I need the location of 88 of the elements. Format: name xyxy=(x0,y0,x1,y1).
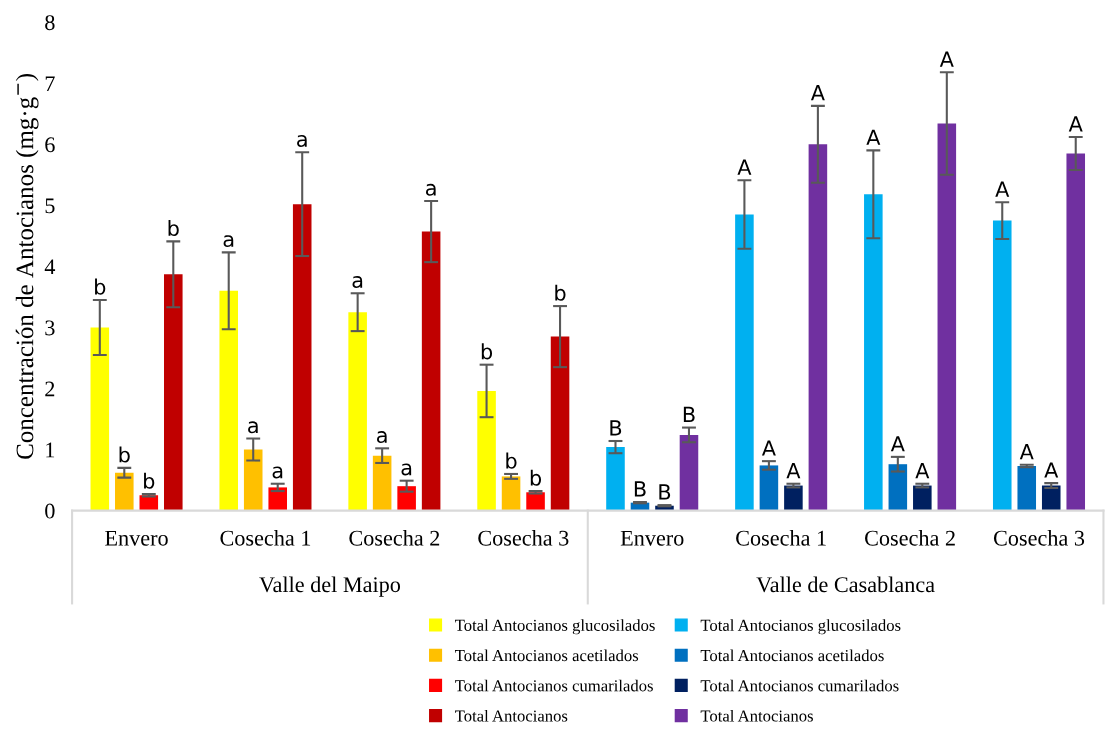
x-tick-label: Cosecha 2 xyxy=(349,530,440,546)
y-tick-label: 1 xyxy=(46,442,55,458)
bar xyxy=(735,214,754,511)
data-label: a xyxy=(248,421,258,434)
bar xyxy=(292,204,312,511)
data-label: a xyxy=(272,466,283,479)
bar xyxy=(348,312,367,511)
legend-label: Total Antocianos glucosilados xyxy=(700,619,901,635)
legend-label: Total Antocianos glucosilados xyxy=(455,619,655,635)
bar xyxy=(888,464,908,511)
data-label: a xyxy=(377,431,387,444)
bar xyxy=(992,220,1012,511)
data-label: A xyxy=(995,181,1010,197)
data-label: a xyxy=(401,463,412,476)
data-label: A xyxy=(866,129,881,145)
data-label: b xyxy=(119,446,130,463)
bar xyxy=(550,336,570,511)
data-label: A xyxy=(890,436,905,452)
data-label: A xyxy=(1068,116,1083,132)
bar xyxy=(808,144,828,511)
bar xyxy=(679,434,699,511)
bar xyxy=(606,447,625,511)
bar xyxy=(937,123,957,511)
legend-label: Total Antocianos acetilados xyxy=(700,649,884,662)
y-tick-label: 8 xyxy=(45,15,55,31)
bar xyxy=(759,465,779,511)
data-label: b xyxy=(506,452,517,469)
x-tick-label: Cosecha 3 xyxy=(478,530,569,546)
bar xyxy=(397,486,416,511)
bar xyxy=(164,274,183,511)
x-tick-label: Cosecha 2 xyxy=(865,530,955,546)
y-tick-label: 4 xyxy=(44,259,56,275)
data-label: A xyxy=(1019,444,1034,460)
legend-label: Total Antocianos xyxy=(455,709,568,722)
data-label: a xyxy=(223,235,234,248)
data-label: b xyxy=(95,278,106,295)
bar xyxy=(243,449,263,511)
y-tick-label: 0 xyxy=(45,503,55,519)
x-tick-label: Cosecha 3 xyxy=(993,530,1085,546)
legend-label: Total Antocianos acetilados xyxy=(455,649,639,662)
x-tick-label: Cosecha 1 xyxy=(736,530,826,546)
x-tick-label: Cosecha 1 xyxy=(220,530,311,546)
data-label: B xyxy=(634,481,646,497)
data-label: B xyxy=(610,420,622,436)
bar xyxy=(784,485,803,511)
data-label: A xyxy=(810,85,825,101)
bar xyxy=(477,390,496,511)
y-tick-label: 7 xyxy=(45,76,55,91)
bar xyxy=(1066,153,1086,511)
text: Valle de Casablanca xyxy=(756,576,935,593)
bar xyxy=(421,231,441,511)
data-label: a xyxy=(297,135,307,147)
bar xyxy=(268,487,287,511)
x-tick-label: Envero xyxy=(620,530,684,546)
y-tick-label: 5 xyxy=(45,198,55,214)
data-label: A xyxy=(1044,462,1059,478)
data-label: a xyxy=(352,276,363,288)
y-axis-title: Concentración de Antocianos (mg·g$^{−}$) xyxy=(15,74,39,459)
bar xyxy=(864,194,883,511)
bar xyxy=(501,476,521,511)
legend-label: Total Antocianos xyxy=(700,709,813,722)
data-label: b xyxy=(168,219,179,237)
data-label: A xyxy=(915,463,930,479)
data-label: B xyxy=(683,406,695,423)
legend-label: Total Antocianos cumarilados xyxy=(455,679,653,692)
data-label: b xyxy=(530,469,542,486)
data-label: b xyxy=(144,472,155,489)
x-tick-label: Envero xyxy=(105,530,168,546)
bar xyxy=(372,455,392,511)
data-label: A xyxy=(761,440,776,456)
data-label: A xyxy=(737,159,752,175)
y-tick-label: 6 xyxy=(45,137,55,153)
data-label: b xyxy=(481,343,493,360)
data-label: A xyxy=(939,51,954,67)
data-label: B xyxy=(659,484,671,500)
data-label: b xyxy=(555,284,566,301)
legend-label: Total Antocianos cumarilados xyxy=(700,679,899,692)
bar xyxy=(1017,466,1037,511)
data-label: a xyxy=(426,183,436,196)
text: Valle del Maipo xyxy=(259,576,401,597)
bar xyxy=(90,327,110,511)
bar xyxy=(219,290,239,511)
y-tick-label: 2 xyxy=(45,381,55,397)
bar xyxy=(1041,485,1061,511)
data-label: A xyxy=(786,463,801,479)
bar xyxy=(115,472,134,511)
y-tick-label: 3 xyxy=(45,320,55,336)
bar xyxy=(913,485,932,511)
